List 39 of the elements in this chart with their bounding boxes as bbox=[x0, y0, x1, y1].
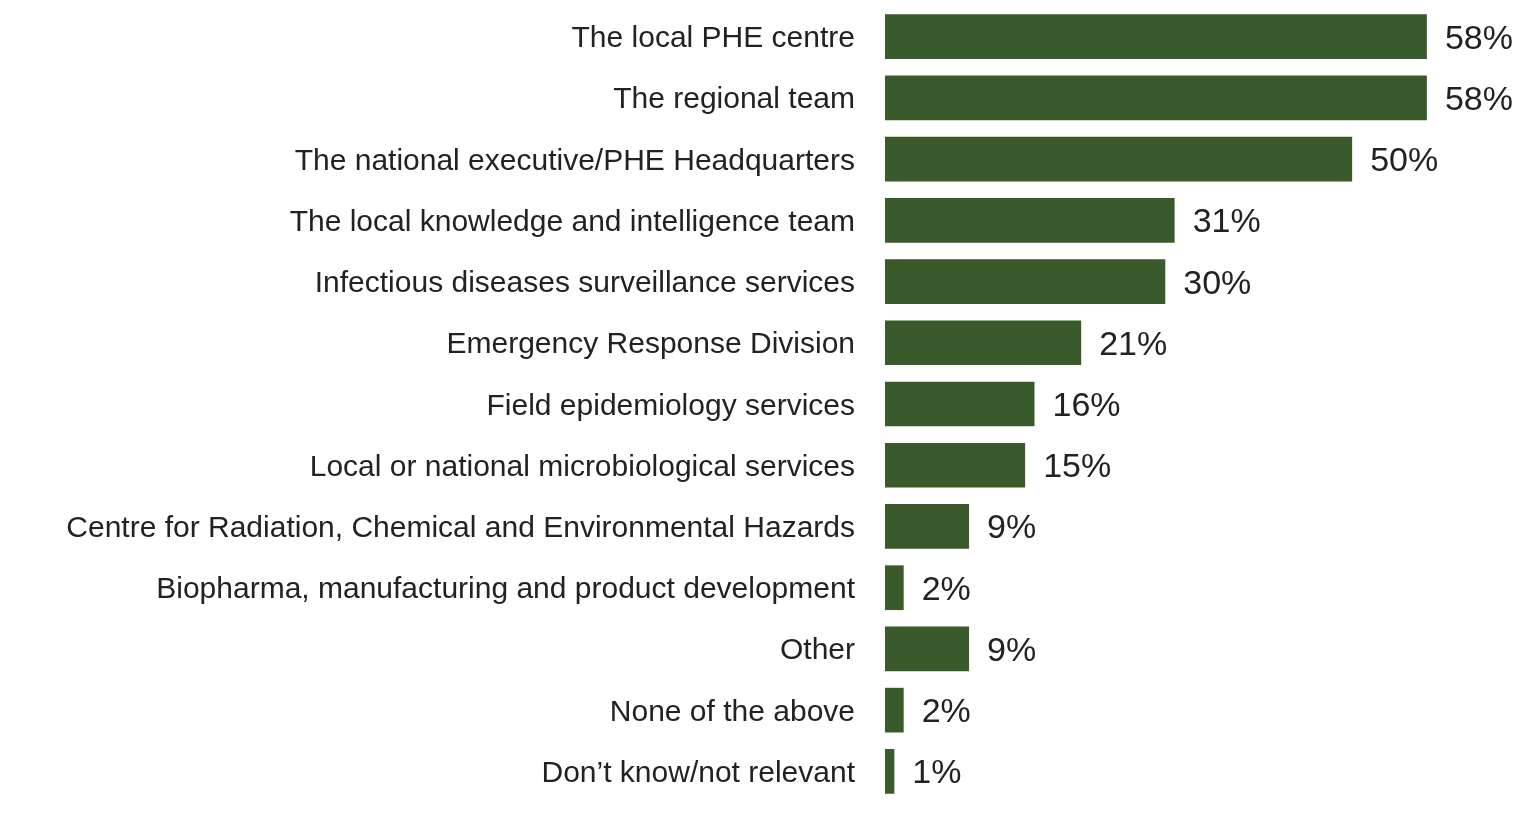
bar bbox=[885, 75, 1427, 121]
data-label: 21% bbox=[1099, 323, 1168, 362]
data-label: 1% bbox=[912, 752, 962, 791]
data-label: 16% bbox=[1052, 385, 1121, 423]
y-tick-label: The national executive/PHE Headquarters bbox=[294, 142, 855, 176]
y-tick-label: Biopharma, manufacturing and product development bbox=[156, 571, 856, 605]
bar bbox=[885, 504, 970, 549]
data-label: 9% bbox=[987, 629, 1037, 668]
y-tick-label: Other bbox=[779, 632, 856, 666]
y-tick-label: None of the above bbox=[609, 693, 855, 727]
bar bbox=[885, 687, 904, 733]
bar bbox=[885, 197, 1175, 243]
bar bbox=[885, 136, 1353, 182]
data-label: 30% bbox=[1183, 262, 1252, 301]
y-tick-label: The local PHE centre bbox=[571, 20, 855, 54]
data-label: 2% bbox=[921, 691, 971, 730]
y-tick-label: The regional team bbox=[613, 81, 855, 115]
y-tick-label: Centre for Radiation, Chemical and Environmental Hazards bbox=[66, 509, 855, 543]
bar bbox=[885, 442, 1026, 488]
bar bbox=[885, 565, 904, 611]
y-tick-label: Local or national microbiological services bbox=[309, 448, 855, 482]
data-label: 58% bbox=[1444, 17, 1513, 56]
bar bbox=[885, 14, 1427, 59]
y-tick-label: Emergency Response Division bbox=[446, 326, 855, 360]
y-tick-label: Field epidemiology services bbox=[486, 387, 855, 421]
bar bbox=[885, 259, 1166, 304]
data-label: 15% bbox=[1043, 446, 1112, 485]
y-tick-label: The local knowledge and intelligence team bbox=[289, 203, 855, 237]
data-label: 31% bbox=[1192, 201, 1261, 240]
y-tick-label: Infectious diseases surveillance services bbox=[314, 265, 855, 299]
data-label: 2% bbox=[921, 568, 971, 607]
bar bbox=[885, 749, 895, 794]
data-label: 58% bbox=[1444, 78, 1513, 117]
data-label: 50% bbox=[1370, 140, 1439, 179]
y-tick-label: Don’t know/not relevant bbox=[541, 754, 856, 788]
bar bbox=[885, 626, 970, 672]
bar bbox=[885, 320, 1082, 366]
data-label: 9% bbox=[987, 507, 1037, 546]
bar bbox=[885, 381, 1035, 427]
